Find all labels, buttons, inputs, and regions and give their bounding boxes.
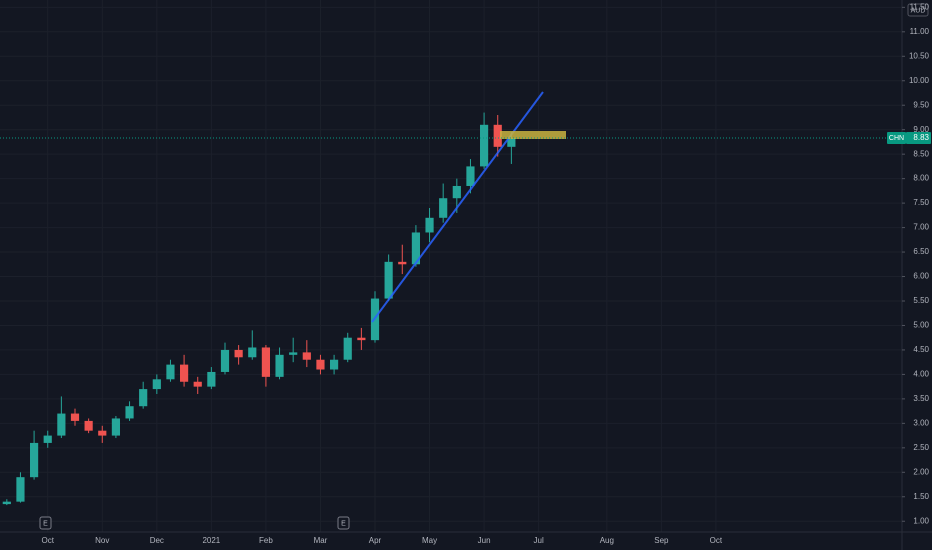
candle-body (207, 371, 216, 387)
x-tick-label: Dec (150, 536, 164, 545)
x-tick-label: Feb (259, 536, 273, 545)
event-badge[interactable] (337, 516, 350, 530)
candle-body (425, 217, 434, 233)
y-tick-label: 1.50 (913, 492, 929, 501)
event-label: E (341, 520, 346, 527)
event-badge[interactable] (39, 516, 52, 530)
y-tick-label: 7.00 (913, 223, 929, 232)
candle-body (84, 420, 93, 431)
y-tick-label: 9.00 (913, 125, 929, 134)
y-tick-label: 2.00 (913, 467, 929, 476)
y-tick-label: 7.50 (913, 198, 929, 207)
candle-body (398, 261, 407, 265)
x-tick-label: 2021 (202, 536, 220, 545)
candle-body (180, 364, 189, 382)
candle-body (43, 435, 52, 443)
candle-body (111, 418, 120, 436)
candle-body (248, 347, 257, 358)
candle-body (275, 354, 284, 377)
candle-body (261, 347, 270, 377)
candle-body (30, 442, 39, 478)
y-tick-label: 1.00 (913, 516, 929, 525)
y-tick-label: 11.00 (910, 27, 930, 36)
y-tick-label: 6.00 (913, 272, 929, 281)
y-tick-label: 2.50 (913, 443, 929, 452)
last-price-tag (906, 132, 931, 145)
x-tick-label: Oct (42, 536, 55, 545)
x-tick-label: Apr (369, 536, 382, 545)
candle-body (2, 501, 11, 505)
candle-body (125, 406, 134, 419)
trend-line (371, 91, 544, 323)
y-tick-label: 3.00 (913, 418, 929, 427)
candle-body (466, 166, 475, 186)
x-tick-label: Mar (314, 536, 328, 545)
y-tick-label: 8.00 (913, 174, 929, 183)
y-tick-label: 9.50 (913, 100, 929, 109)
candle-body (152, 379, 161, 390)
y-tick-label: 4.00 (913, 370, 929, 379)
y-tick-label: 6.50 (913, 247, 929, 256)
candle-body (234, 349, 243, 358)
last-price-label: 8.83 (913, 133, 929, 142)
y-tick-label: 5.00 (913, 321, 929, 330)
x-tick-label: Aug (600, 536, 614, 545)
candle-body (70, 413, 80, 421)
candle-body (139, 389, 148, 407)
y-tick-label: 5.50 (913, 296, 929, 305)
candle-body (411, 232, 420, 265)
y-tick-label: 10.50 (909, 51, 930, 60)
candle-body (507, 138, 516, 147)
symbol-label: CHN (889, 135, 904, 142)
candle-body (302, 352, 311, 360)
candle-body (289, 352, 298, 355)
candle-body (98, 430, 107, 436)
highlight-zone (500, 131, 566, 139)
x-tick-label: Sep (654, 536, 669, 545)
x-tick-label: May (422, 536, 437, 545)
y-tick-label: 10.00 (909, 76, 930, 85)
candle-body (343, 337, 352, 360)
y-tick-label: 8.50 (913, 149, 929, 158)
event-label: E (43, 520, 48, 527)
candle-body (493, 124, 502, 147)
x-tick-label: Oct (710, 536, 723, 545)
candle-body (480, 124, 489, 167)
candle-body (16, 477, 25, 502)
y-tick-label: 11.50 (910, 2, 930, 11)
x-tick-label: Jul (534, 536, 544, 545)
currency-badge[interactable] (907, 3, 929, 17)
currency-label: AUD (911, 7, 926, 14)
candle-body (193, 381, 202, 387)
candle-body (357, 337, 366, 341)
candle-body (57, 413, 66, 436)
candle-body (439, 198, 448, 218)
symbol-tag (887, 132, 906, 145)
candle-body (166, 364, 175, 380)
x-tick-label: Nov (95, 536, 109, 545)
candle-body (452, 185, 461, 199)
x-tick-label: Jun (478, 536, 491, 545)
candle-body (384, 261, 393, 299)
candle-body (330, 359, 339, 370)
candle-body (220, 349, 230, 372)
y-tick-label: 3.50 (913, 394, 929, 403)
candle-body (316, 359, 325, 370)
y-tick-label: 4.50 (913, 345, 929, 354)
